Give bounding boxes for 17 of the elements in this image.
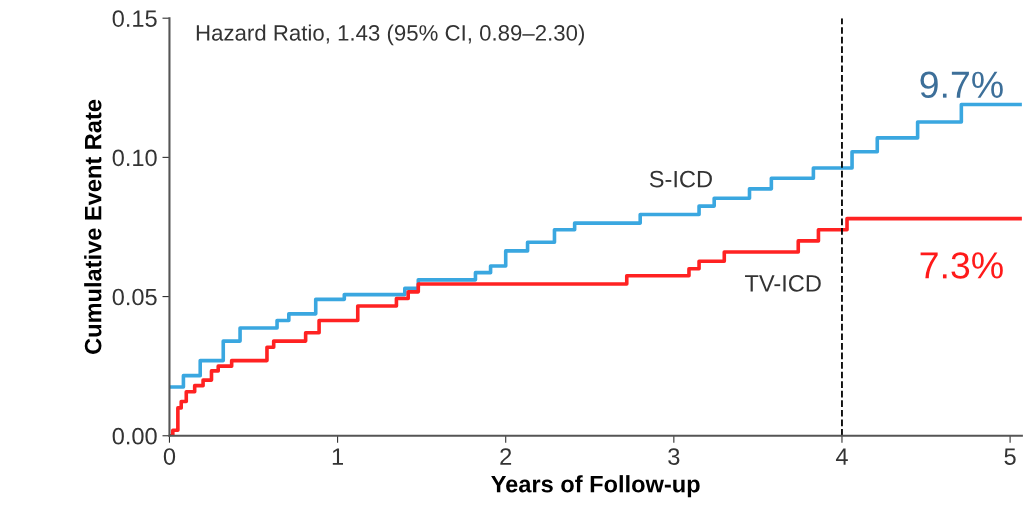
annotation: Hazard Ratio, 1.43 (95% CI, 0.89–2.30) (196, 24, 584, 46)
y-tick-label: 0.00 (112, 427, 157, 445)
x-tick-label: 4 (835, 448, 848, 465)
y-axis-title: Cumulative Event Rate (84, 99, 102, 354)
y-tick-label: 0.15 (112, 10, 157, 27)
annotation: 9.7% (920, 71, 1003, 99)
y-tick-label: 0.10 (112, 149, 157, 167)
annotation: 7.3% (920, 252, 1003, 279)
x-tick-label: 2 (500, 448, 512, 465)
x-tick-label: 0 (163, 448, 176, 465)
x-tick-label: 1 (332, 448, 343, 465)
x-tick-label: 3 (668, 448, 680, 465)
series-label: S-ICD (649, 170, 712, 188)
series-label: TV-ICD (745, 274, 821, 292)
y-tick-label: 0.05 (112, 288, 157, 306)
x-axis-title: Years of Follow-up (491, 475, 700, 498)
x-tick-label: 5 (1004, 448, 1016, 465)
